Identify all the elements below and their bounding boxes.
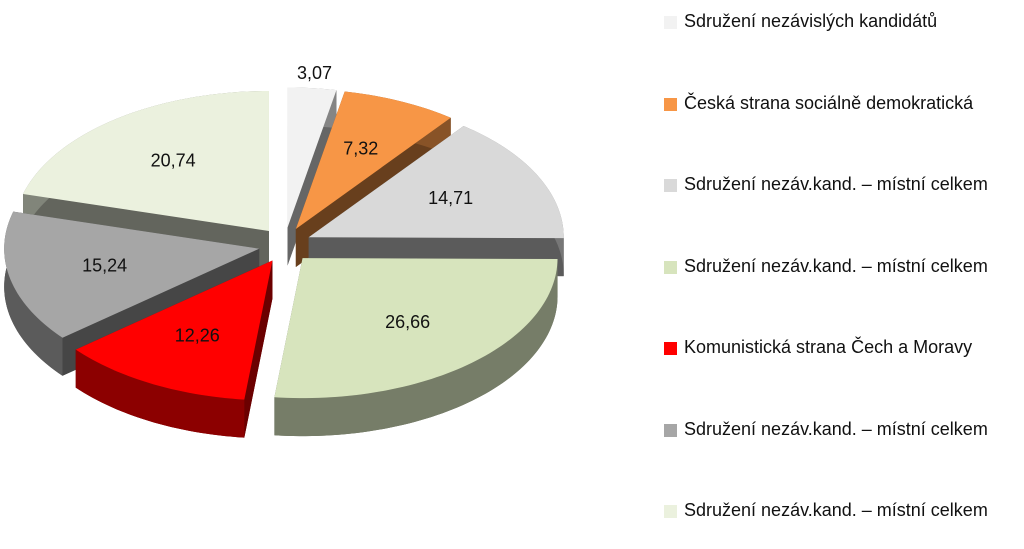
legend-label: Sdružení nezáv.kand. – místní celkem xyxy=(684,255,988,276)
legend-swatch xyxy=(664,260,677,274)
legend-swatch xyxy=(664,16,677,29)
slice xyxy=(274,258,558,399)
legend-label: Sdružení nezáv.kand. – místní celkem xyxy=(684,500,988,520)
legend-item: Sdružení nezáv.kand. – místní celkem xyxy=(664,497,1009,524)
slice-side xyxy=(75,349,245,438)
slice xyxy=(23,91,269,232)
slice xyxy=(287,87,337,228)
data-label: 20,74 xyxy=(151,151,196,171)
slice xyxy=(4,211,260,338)
slice xyxy=(75,260,273,400)
legend-item: Komunistická strana Čech a Moravy xyxy=(664,334,1009,361)
data-label: 15,24 xyxy=(82,256,127,276)
slice xyxy=(308,126,564,239)
legend-item: Sdružení nezáv.kand. – místní celkem xyxy=(664,416,1009,443)
slice-side xyxy=(4,211,63,376)
slice xyxy=(295,91,451,229)
legend-label: Komunistická strana Čech a Moravy xyxy=(684,337,973,357)
legend-item: Sdružení nezáv.kand. – místní celkem xyxy=(664,171,1009,198)
slice-wall xyxy=(244,260,273,438)
data-label: 26,66 xyxy=(385,312,430,332)
legend-swatch xyxy=(664,179,677,192)
legend-swatch xyxy=(664,423,677,437)
legend-swatch xyxy=(664,342,677,355)
data-label: 3,07 xyxy=(297,63,332,83)
legend-label: Sdružení nezáv.kand. – místní celkem xyxy=(684,418,988,439)
legend-label: Sdružení nezáv.kand. – místní celkem xyxy=(684,174,988,194)
pie-area: 3,07 7,32 14,71 26,66 12,26 15,24 20,74 xyxy=(4,63,564,438)
data-label: 12,26 xyxy=(175,326,220,346)
legend-item: Sdružení nezávislých kandidátů xyxy=(664,8,1009,35)
data-label: 14,71 xyxy=(428,188,473,208)
legend-label: Česká strana sociálně demokratická xyxy=(684,92,974,113)
legend-item: Česká strana sociálně demokratická xyxy=(664,90,1009,117)
slice-side xyxy=(274,259,558,437)
legend-swatch xyxy=(664,97,677,111)
data-label: 7,32 xyxy=(343,139,378,159)
legend-label: Sdružení nezávislých kandidátů xyxy=(684,11,938,31)
legend-item: Sdružení nezáv.kand. – místní celkem xyxy=(664,253,1009,280)
legend-swatch xyxy=(664,505,677,518)
